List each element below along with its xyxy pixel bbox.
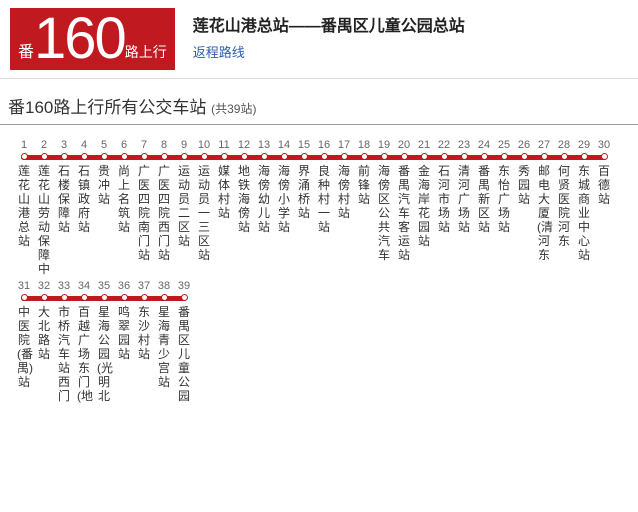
stop-name[interactable]: 莲花山港总站 <box>14 164 34 248</box>
stop-name[interactable]: 东城商业中心站 <box>574 164 594 262</box>
stop-number: 4 <box>74 139 94 151</box>
stop-number: 12 <box>234 139 254 151</box>
stop-name[interactable]: 星海公园(光明北 <box>94 305 114 403</box>
stop-name[interactable]: 地铁海傍站 <box>234 164 254 234</box>
stop-number: 33 <box>54 280 74 292</box>
section-title: 番160路上行所有公交车站 (共39站) <box>0 79 638 125</box>
stop-name[interactable]: 广医四院西门站 <box>154 164 174 262</box>
stop-name[interactable]: 良种村一站 <box>314 164 334 234</box>
stop-name[interactable]: 金海岸花园站 <box>414 164 434 248</box>
stop-number: 8 <box>154 139 174 151</box>
stop-name[interactable]: 运动员一三区站 <box>194 164 214 262</box>
section-title-text: 番160路上行所有公交车站 <box>8 98 206 117</box>
stop-number: 29 <box>574 139 594 151</box>
stop-name[interactable]: 海傍幼儿站 <box>254 164 274 234</box>
stop-number: 38 <box>154 280 174 292</box>
stop-number: 20 <box>394 139 414 151</box>
stop-name[interactable]: 百德站 <box>594 164 614 206</box>
stop-name[interactable]: 石楼保障站 <box>54 164 74 234</box>
stop-number: 35 <box>94 280 114 292</box>
stop-name[interactable]: 百越广场东门(地 <box>74 305 94 403</box>
stop-number: 13 <box>254 139 274 151</box>
stop-name[interactable]: 番禺汽车客运站 <box>394 164 414 262</box>
stop-name[interactable]: 东沙村站 <box>134 305 154 361</box>
route-title: 莲花山港总站——番禺区儿童公园总站 <box>193 12 465 36</box>
stop-number: 23 <box>454 139 474 151</box>
stop-number: 14 <box>274 139 294 151</box>
stop-number: 30 <box>594 139 614 151</box>
stop-number: 9 <box>174 139 194 151</box>
stop-name[interactable]: 东怡广场站 <box>494 164 514 234</box>
stop-number: 28 <box>554 139 574 151</box>
stop-name[interactable]: 运动员二区站 <box>174 164 194 248</box>
stop-name[interactable]: 前锋站 <box>354 164 374 206</box>
stop-number: 17 <box>334 139 354 151</box>
stop-number: 18 <box>354 139 374 151</box>
stop-name[interactable]: 尚上名筑站 <box>114 164 134 234</box>
route-prefix: 番 <box>18 38 34 70</box>
stop-name[interactable]: 海傍小学站 <box>274 164 294 234</box>
stop-number: 7 <box>134 139 154 151</box>
stop-number: 34 <box>74 280 94 292</box>
stop-number: 1 <box>14 139 34 151</box>
stop-number: 39 <box>174 280 194 292</box>
route-badge: 番 160 路上行 <box>10 8 175 70</box>
return-route-link[interactable]: 返程路线 <box>193 42 245 61</box>
stop-name[interactable]: 番禺新区站 <box>474 164 494 234</box>
stop-name[interactable]: 莲花山劳动保障中 <box>34 164 54 276</box>
stop-number: 16 <box>314 139 334 151</box>
stops-diagram: 1234567891011121314151617181920212223242… <box>0 125 638 427</box>
stop-number: 22 <box>434 139 454 151</box>
stop-name[interactable]: 市桥汽车站西门 <box>54 305 74 403</box>
page-header: 番 160 路上行 莲花山港总站——番禺区儿童公园总站 返程路线 <box>0 0 638 79</box>
stop-number: 32 <box>34 280 54 292</box>
stop-name[interactable]: 中医院(番禺)站 <box>14 305 34 389</box>
route-suffix: 路上行 <box>125 42 167 70</box>
stop-name[interactable]: 海傍村站 <box>334 164 354 220</box>
route-number: 160 <box>34 10 125 68</box>
stop-name[interactable]: 石镇政府站 <box>74 164 94 234</box>
stop-number: 21 <box>414 139 434 151</box>
station-count: (共39站) <box>211 102 256 116</box>
stop-number: 19 <box>374 139 394 151</box>
stop-name[interactable]: 广医四院南门站 <box>134 164 154 262</box>
stop-number: 6 <box>114 139 134 151</box>
stop-name[interactable]: 鸣翠园站 <box>114 305 134 361</box>
stop-name[interactable]: 邮电大厦(清河东 <box>534 164 554 262</box>
stop-number: 5 <box>94 139 114 151</box>
stop-number: 11 <box>214 139 234 151</box>
stop-name[interactable]: 番禺区儿童公园 <box>174 305 194 403</box>
stop-name[interactable]: 何贤医院河东 <box>554 164 574 248</box>
stop-number: 3 <box>54 139 74 151</box>
stop-number: 26 <box>514 139 534 151</box>
stop-name[interactable]: 界涌桥站 <box>294 164 314 220</box>
stop-name[interactable]: 清河广场站 <box>454 164 474 234</box>
stop-name[interactable]: 贵冲站 <box>94 164 114 206</box>
stop-number: 27 <box>534 139 554 151</box>
header-info: 莲花山港总站——番禺区儿童公园总站 返程路线 <box>175 8 465 62</box>
stop-number: 15 <box>294 139 314 151</box>
stop-number: 10 <box>194 139 214 151</box>
stop-name[interactable]: 石河市场站 <box>434 164 454 234</box>
stop-number: 31 <box>14 280 34 292</box>
stop-name[interactable]: 媒体村站 <box>214 164 234 220</box>
stop-number: 24 <box>474 139 494 151</box>
stop-number: 37 <box>134 280 154 292</box>
stop-number: 25 <box>494 139 514 151</box>
stop-name[interactable]: 海傍区公共汽车 <box>374 164 394 262</box>
stop-name[interactable]: 星海青少宫站 <box>154 305 174 389</box>
stop-number: 2 <box>34 139 54 151</box>
stop-number: 36 <box>114 280 134 292</box>
stop-name[interactable]: 大北路站 <box>34 305 54 361</box>
stop-name[interactable]: 秀园站 <box>514 164 534 206</box>
